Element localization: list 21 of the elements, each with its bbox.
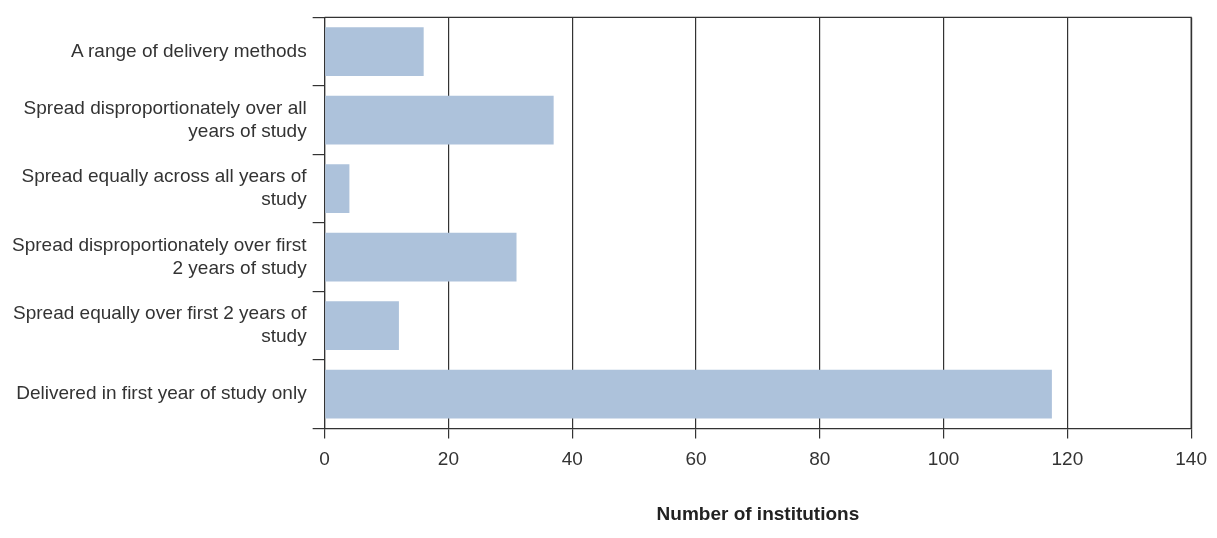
x-tick-label: 120 [1051, 448, 1084, 470]
y-tick-label: Spread equally across all years of study [21, 165, 308, 210]
x-tick-label: 0 [319, 448, 330, 470]
bar [325, 369, 1052, 419]
bar [325, 164, 350, 213]
x-tick-label: 20 [437, 448, 459, 470]
bar [325, 232, 517, 282]
bar [325, 95, 554, 145]
x-tick-label: 140 [1175, 448, 1207, 470]
bar [325, 301, 399, 350]
x-tick-label: 60 [685, 448, 707, 470]
x-tick-label: 100 [927, 448, 960, 470]
y-tick-label: Spread disproportionately over all years of study [23, 96, 308, 141]
x-tick-label: 80 [809, 448, 831, 470]
x-tick-label: 40 [561, 448, 583, 470]
y-tick-label: A range of delivery methods [71, 39, 307, 61]
y-tick-label: Spread equally over first 2 years of study [13, 302, 308, 347]
bar [325, 27, 424, 76]
y-tick-label: Delivered in first year of study only [16, 382, 308, 404]
x-axis-title: Number of institutions [656, 502, 860, 524]
y-tick-label: Spread disproportionately over first 2 years of study [11, 233, 308, 278]
